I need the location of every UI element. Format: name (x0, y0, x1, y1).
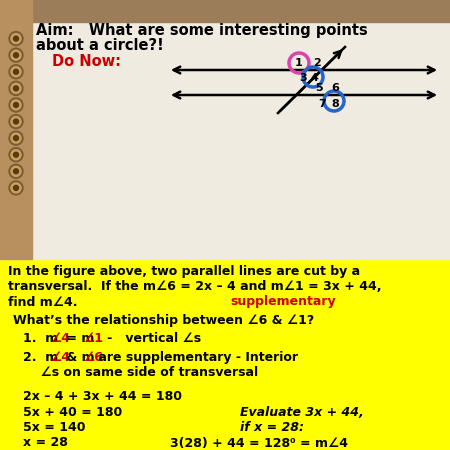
Text: are supplementary - Interior: are supplementary - Interior (94, 351, 298, 364)
Circle shape (14, 69, 18, 74)
Circle shape (9, 131, 23, 145)
Bar (0, 259, 450, 450)
Text: 2x – 4 + 3x + 44 = 180: 2x – 4 + 3x + 44 = 180 (23, 390, 182, 403)
Text: 5x + 40 = 180: 5x + 40 = 180 (23, 405, 122, 418)
Circle shape (9, 65, 23, 79)
Text: ∠1: ∠1 (84, 333, 104, 346)
Text: 8: 8 (331, 99, 339, 109)
Text: Aim:   What are some interesting points: Aim: What are some interesting points (36, 22, 368, 37)
Circle shape (14, 103, 18, 108)
Text: 2.  m: 2. m (23, 351, 58, 364)
Circle shape (11, 34, 21, 44)
Circle shape (9, 164, 23, 178)
Circle shape (11, 166, 21, 176)
Circle shape (14, 119, 18, 124)
Text: 6: 6 (331, 83, 339, 93)
Text: 1: 1 (295, 58, 303, 68)
Text: 5: 5 (315, 83, 323, 93)
Text: = m: = m (62, 333, 94, 346)
Text: transversal.  If the m∠6 = 2x – 4 and m∠1 = 3x + 44,: transversal. If the m∠6 = 2x – 4 and m∠1… (8, 280, 382, 293)
Circle shape (9, 181, 23, 195)
Text: What’s the relationship between ∠6 & ∠1?: What’s the relationship between ∠6 & ∠1? (13, 314, 314, 327)
Circle shape (11, 150, 21, 160)
Circle shape (11, 100, 21, 110)
Bar (0, 0, 32, 259)
Circle shape (14, 169, 18, 174)
Text: 7: 7 (318, 99, 326, 109)
Text: In the figure above, two parallel lines are cut by a: In the figure above, two parallel lines … (8, 265, 360, 278)
Text: -   vertical ∠s: - vertical ∠s (94, 333, 202, 346)
Text: ∠4: ∠4 (50, 333, 71, 346)
Bar (0, 0, 450, 22)
Circle shape (9, 115, 23, 129)
Text: ∠s on same side of transversal: ∠s on same side of transversal (23, 366, 258, 379)
Circle shape (9, 148, 23, 162)
Circle shape (14, 36, 18, 41)
Circle shape (14, 86, 18, 91)
Text: ∠6: ∠6 (84, 351, 104, 364)
Circle shape (11, 133, 21, 143)
Circle shape (11, 50, 21, 60)
Text: ∠4: ∠4 (50, 351, 71, 364)
Circle shape (9, 48, 23, 62)
Circle shape (11, 83, 21, 93)
Text: find m∠4.: find m∠4. (8, 296, 77, 309)
Circle shape (11, 67, 21, 77)
Circle shape (11, 183, 21, 193)
Circle shape (9, 81, 23, 95)
Text: about a circle?!: about a circle?! (36, 39, 164, 54)
Circle shape (14, 152, 18, 157)
Text: 1.  m: 1. m (23, 333, 58, 346)
Circle shape (14, 185, 18, 190)
Text: supplementary: supplementary (230, 296, 336, 309)
Text: Evaluate 3x + 44,: Evaluate 3x + 44, (240, 405, 364, 418)
Text: 5x = 140: 5x = 140 (23, 421, 86, 434)
Circle shape (14, 135, 18, 141)
Circle shape (9, 98, 23, 112)
Bar (0, 0, 450, 259)
Circle shape (9, 32, 23, 45)
Text: 3(28) + 44 = 128⁰ = m∠4: 3(28) + 44 = 128⁰ = m∠4 (170, 436, 348, 450)
Circle shape (11, 117, 21, 126)
Text: & m: & m (62, 351, 94, 364)
Text: 2: 2 (313, 58, 321, 68)
Text: x = 28: x = 28 (23, 436, 68, 450)
Text: 3: 3 (299, 73, 307, 83)
Circle shape (14, 53, 18, 58)
Text: 4: 4 (310, 73, 318, 83)
Text: if x = 28:: if x = 28: (240, 421, 304, 434)
Text: Do Now:: Do Now: (52, 54, 121, 69)
